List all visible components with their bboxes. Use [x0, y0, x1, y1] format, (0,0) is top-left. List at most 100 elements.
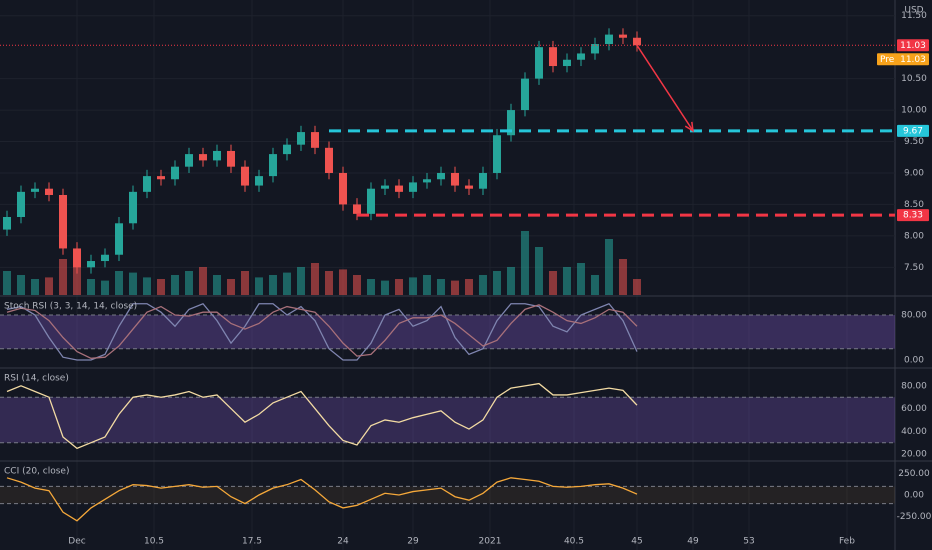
candle-body [310, 132, 319, 148]
volume-bar [478, 275, 487, 295]
x-tick-label: Dec [68, 537, 85, 547]
volume-bar [590, 275, 599, 295]
x-tick-label: 40.5 [564, 537, 584, 547]
x-tick-label: Feb [839, 537, 855, 547]
y-tick-label: 20.00 [901, 450, 927, 460]
x-tick-label: 10.5 [144, 537, 164, 547]
y-tick-label: 40.00 [901, 427, 927, 437]
volume-bar [534, 247, 543, 295]
volume-bar [114, 271, 123, 295]
volume-bar [436, 279, 445, 295]
y-tick-label: 0.00 [904, 491, 924, 501]
y-tick-label: 8.00 [904, 231, 924, 241]
candle-body [408, 182, 417, 192]
volume-bar [366, 279, 375, 295]
volume-bar [30, 279, 39, 295]
x-tick-label: 24 [337, 537, 349, 547]
x-tick-label: 53 [743, 537, 754, 547]
candle-body [282, 144, 291, 155]
y-tick-label: 9.00 [904, 168, 924, 178]
candle-body [562, 59, 571, 67]
volume-bar [380, 280, 389, 295]
volume-bar [240, 271, 249, 295]
pre-tag [877, 53, 929, 66]
volume-bar [58, 259, 67, 295]
volume-bar [282, 272, 291, 295]
candle-body [156, 176, 165, 180]
candle-body [16, 191, 25, 218]
indicator-title: RSI (14, close) [4, 374, 69, 384]
y-tick-label: 8.50 [904, 200, 924, 210]
y-tick-label: 10.50 [901, 74, 927, 84]
candle-body [520, 78, 529, 111]
candle-body [268, 154, 277, 177]
candle-body [604, 34, 613, 45]
candle-body [184, 154, 193, 167]
indicator-title: CCI (20, close) [4, 467, 69, 477]
volume-bar [170, 275, 179, 295]
volume-bar [324, 271, 333, 295]
candle-body [212, 150, 221, 161]
volume-bar [352, 275, 361, 295]
volume-bar [338, 269, 347, 295]
volume-bar [254, 277, 263, 295]
price-tag-label: 11.03 [900, 41, 926, 51]
candle-body [380, 185, 389, 189]
price-tag [897, 39, 929, 52]
indicator-line [6, 477, 638, 522]
candle-body [58, 194, 67, 249]
volume-bar [2, 271, 11, 295]
candle-body [492, 135, 501, 173]
candle-body [72, 248, 81, 268]
x-tick-label: 29 [407, 537, 419, 547]
candle-body [464, 185, 473, 189]
candle-body [128, 191, 137, 224]
volume-bar [86, 279, 95, 295]
x-tick-label: 2021 [479, 537, 502, 547]
candle-body [450, 172, 459, 186]
volume-bar [72, 263, 81, 295]
volume-bar [212, 275, 221, 295]
y-tick-label: 10.00 [901, 106, 927, 116]
volume-bar [520, 231, 529, 295]
volume-bar [198, 267, 207, 295]
candle-body [366, 188, 375, 214]
price-tag-label: 8.33 [903, 211, 923, 221]
indicator-title: Stoch RSI (3, 3, 14, 14, close) [4, 302, 137, 312]
candle-body [100, 254, 109, 262]
candle-body [576, 53, 585, 60]
volume-bar [604, 239, 613, 295]
indicator-line [6, 304, 638, 359]
candle-body [226, 150, 235, 167]
pre-tag-name: Pre [880, 55, 895, 65]
x-tick-label: 17.5 [242, 537, 262, 547]
currency: USD [904, 6, 923, 16]
volume-bar [422, 275, 431, 295]
y-tick-label: 60.00 [901, 404, 927, 414]
candle-body [436, 172, 445, 180]
candle-body [170, 166, 179, 180]
volume-bar [632, 279, 641, 295]
arrow-line [636, 44, 694, 132]
volume-bar [16, 275, 25, 295]
price-tag [897, 124, 929, 137]
candle-body [2, 217, 11, 230]
volume-bar [296, 267, 305, 295]
candle-body [478, 172, 487, 189]
price-tag-label: 9.67 [903, 126, 923, 136]
candle-body [142, 176, 151, 192]
volume-bar [184, 271, 193, 295]
candle-body [548, 47, 557, 67]
indicator-line [6, 382, 638, 450]
price-tag [897, 209, 929, 222]
volume-bar [618, 259, 627, 295]
candle-body [422, 179, 431, 183]
volume-bar [548, 271, 557, 295]
y-tick-label: 9.50 [904, 137, 924, 147]
candle-body [394, 185, 403, 192]
candle-body [240, 166, 249, 186]
band-fill [0, 486, 895, 504]
x-tick-label: 49 [687, 537, 699, 547]
